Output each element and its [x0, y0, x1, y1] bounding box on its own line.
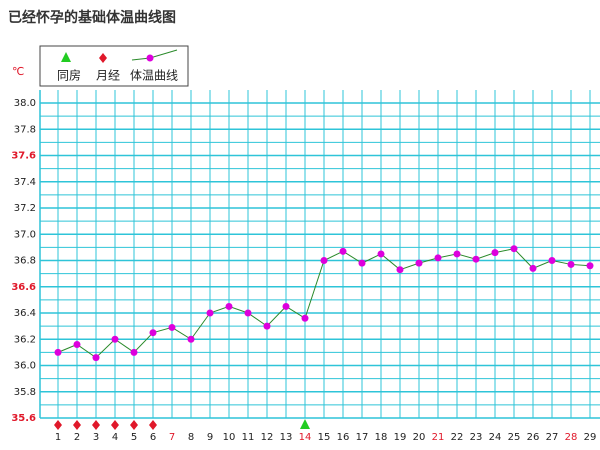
x-tick-label: 23: [470, 432, 483, 443]
temperature-point: [434, 254, 442, 262]
temperature-point: [415, 259, 423, 267]
temperature-point: [396, 266, 404, 274]
event-marker: [300, 419, 310, 429]
y-tick-label: 38.0: [14, 98, 36, 109]
legend-label: 体温曲线: [130, 69, 178, 83]
x-tick-label: 3: [93, 432, 99, 443]
x-tick-label: 1: [55, 432, 61, 443]
y-tick-label: 37.8: [14, 124, 36, 135]
x-tick-label: 16: [337, 432, 350, 443]
temperature-point: [358, 259, 366, 267]
temperature-point: [111, 335, 119, 343]
y-tick-label: 37.6: [11, 151, 36, 162]
event-marker: [149, 420, 157, 430]
event-marker: [54, 420, 62, 430]
temperature-point: [586, 262, 594, 270]
temperature-point: [377, 250, 385, 258]
x-tick-label: 27: [546, 432, 559, 443]
x-tick-label: 15: [318, 432, 331, 443]
x-tick-label: 24: [489, 432, 502, 443]
y-tick-label: 35.8: [14, 387, 36, 398]
x-tick-label: 11: [242, 432, 255, 443]
x-tick-label: 14: [299, 432, 312, 443]
event-marker: [130, 420, 138, 430]
temperature-point: [187, 335, 195, 343]
temperature-point: [263, 322, 271, 330]
temperature-point: [320, 257, 328, 264]
temperature-point: [472, 255, 480, 263]
event-marker: [111, 420, 119, 430]
temperature-point: [244, 309, 252, 317]
event-marker: [73, 420, 81, 430]
x-tick-label: 19: [394, 432, 407, 443]
y-tick-label: 37.0: [14, 229, 36, 240]
temperature-point: [301, 314, 309, 322]
y-tick-label: 36.4: [14, 308, 36, 319]
y-unit: ℃: [12, 65, 24, 78]
x-tick-label: 2: [74, 432, 80, 443]
temperature-point: [282, 302, 290, 310]
legend-label: 月经: [96, 69, 120, 83]
x-tick-label: 8: [188, 432, 194, 443]
y-tick-label: 37.2: [14, 203, 36, 214]
y-tick-label: 37.4: [14, 177, 36, 188]
x-tick-label: 29: [584, 432, 597, 443]
x-tick-label: 17: [356, 432, 369, 443]
temperature-point: [149, 329, 157, 337]
x-tick-label: 6: [150, 432, 156, 443]
legend-marker: [99, 53, 107, 63]
legend-marker: [61, 52, 71, 62]
temperature-point: [130, 348, 138, 356]
temperature-point: [339, 247, 347, 255]
temperature-point: [54, 348, 62, 356]
legend-box: [39, 45, 189, 87]
chart-title: 已经怀孕的基础体温曲线图: [8, 9, 176, 26]
legend-point: [146, 54, 154, 62]
x-tick-label: 21: [432, 432, 445, 443]
x-tick-label: 26: [527, 432, 540, 443]
temperature-point: [73, 341, 81, 348]
temperature-point: [453, 250, 461, 258]
temperature-point: [529, 264, 537, 272]
temperature-point: [567, 260, 575, 268]
temperature-point: [92, 354, 100, 362]
y-tick-label: 36.2: [14, 334, 36, 345]
x-tick-label: 18: [375, 432, 388, 443]
temperature-point: [206, 309, 214, 317]
y-tick-label: 36.8: [14, 256, 36, 267]
x-tick-label: 22: [451, 432, 464, 443]
x-tick-label: 5: [131, 432, 137, 443]
x-tick-label: 9: [207, 432, 213, 443]
temperature-point: [510, 245, 518, 253]
x-tick-label: 12: [261, 432, 274, 443]
y-tick-label: 36.6: [11, 282, 36, 293]
temperature-point: [225, 302, 233, 310]
x-tick-label: 4: [112, 432, 118, 443]
legend-label: 同房: [57, 68, 81, 83]
x-tick-label: 28: [565, 432, 578, 443]
y-tick-label: 36.0: [14, 361, 36, 372]
event-marker: [92, 420, 100, 430]
x-tick-label: 13: [280, 432, 293, 443]
x-tick-label: 10: [223, 432, 236, 443]
temperature-point: [168, 323, 176, 331]
temperature-point: [491, 249, 499, 257]
x-tick-label: 25: [508, 432, 521, 443]
y-tick-label: 35.6: [11, 413, 36, 424]
x-tick-label: 7: [169, 432, 175, 443]
temperature-point: [548, 257, 556, 264]
x-tick-label: 20: [413, 432, 426, 443]
